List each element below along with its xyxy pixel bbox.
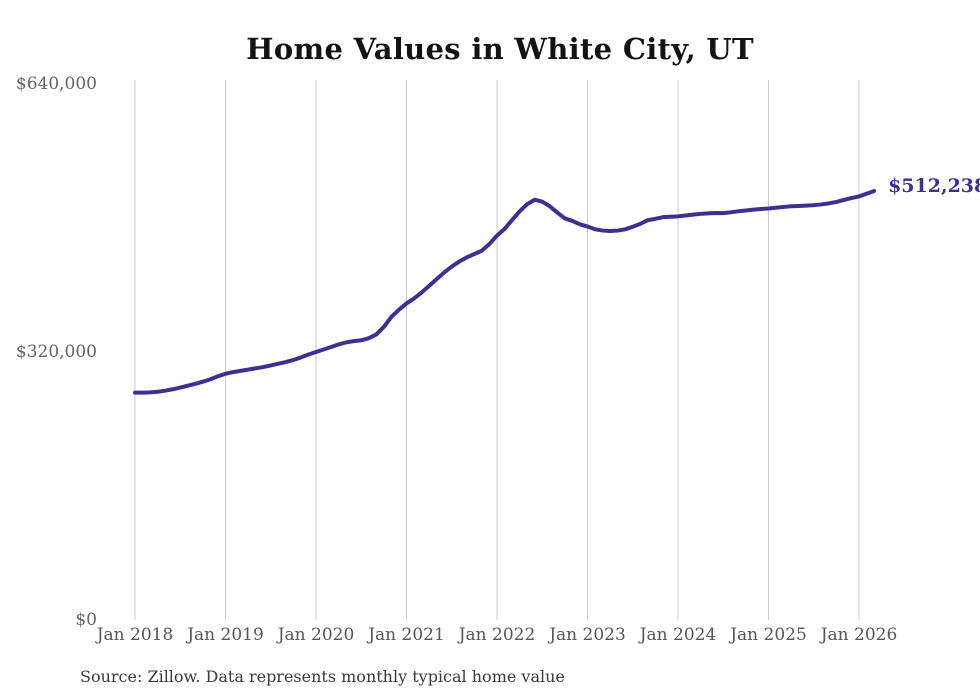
x-axis-tick-label: Jan 2022 xyxy=(458,625,536,645)
y-axis-tick-label: $320,000 xyxy=(15,342,97,362)
x-axis-tick-label: Jan 2023 xyxy=(549,625,626,645)
end-value-label: $512,238 xyxy=(888,175,980,197)
y-axis-tick-label: $0 xyxy=(75,610,97,630)
x-axis-tick-label: Jan 2026 xyxy=(820,625,898,645)
x-axis-tick-label: Jan 2020 xyxy=(277,625,355,645)
x-axis-tick-label: Jan 2021 xyxy=(368,625,445,645)
chart-title: Home Values in White City, UT xyxy=(246,32,754,66)
x-axis-tick-label: Jan 2019 xyxy=(187,625,264,645)
value-line xyxy=(133,189,877,395)
x-axis-tick-label: Jan 2024 xyxy=(639,625,717,645)
x-axis-tick-label: Jan 2025 xyxy=(730,625,807,645)
x-axis-tick-label: Jan 2018 xyxy=(96,625,174,645)
y-axis-tick-label: $640,000 xyxy=(15,74,97,94)
source-note: Source: Zillow. Data represents monthly … xyxy=(80,667,565,686)
